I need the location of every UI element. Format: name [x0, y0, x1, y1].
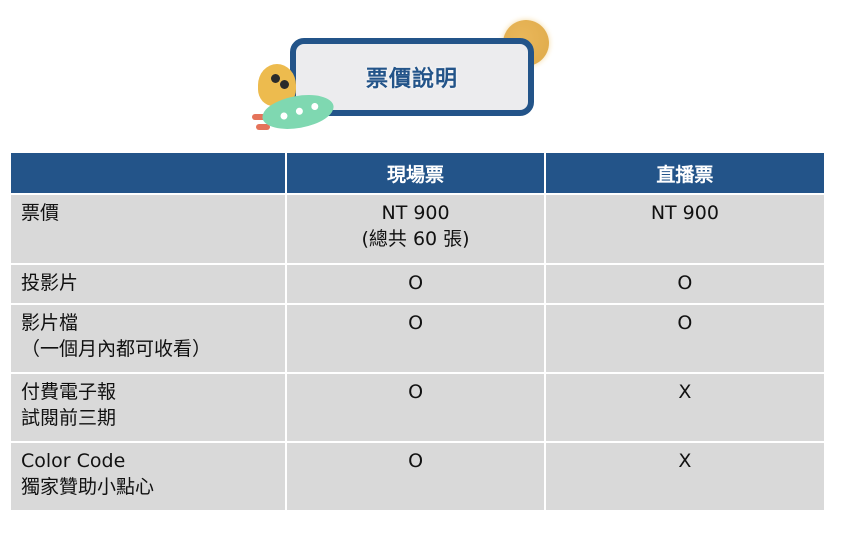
row-label: Color Code 獨家贊助小點心: [11, 443, 286, 510]
live-cell-line: X: [678, 381, 692, 403]
onsite-cell: O: [287, 374, 544, 441]
live-cell: X: [545, 374, 824, 441]
onsite-cell: NT 900 (總共 60 張): [287, 195, 544, 263]
row-label-line: 試閱前三期: [21, 407, 117, 429]
row-label-line: Color Code: [21, 450, 126, 472]
onsite-cell-line: NT 900: [381, 202, 450, 224]
onsite-cell-line: (總共 60 張): [361, 228, 470, 250]
table-row: 票價 NT 900 (總共 60 張) NT 900: [11, 195, 824, 263]
table-row: Color Code 獨家贊助小點心 O X: [11, 443, 824, 510]
onsite-cell-line: O: [408, 272, 424, 294]
table-row: 影片檔 （一個月內都可收看） O O: [11, 305, 824, 372]
onsite-cell-line: O: [408, 450, 424, 472]
row-label: 影片檔 （一個月內都可收看）: [11, 305, 286, 372]
header-empty: [11, 153, 286, 193]
table-row: 付費電子報試閱前三期 O X: [11, 374, 824, 441]
header-onsite-ticket: 現場票: [287, 153, 544, 193]
row-label-line: 影片檔: [21, 312, 79, 334]
onsite-cell: O: [287, 265, 544, 303]
banner-title: 票價說明: [365, 67, 458, 92]
onsite-cell-line: O: [408, 312, 424, 334]
row-label-line: 投影片: [21, 272, 79, 294]
live-cell-line: X: [678, 450, 692, 472]
row-label-line: 獨家贊助小點心: [21, 476, 155, 498]
onsite-cell: O: [287, 305, 544, 372]
onsite-cell-line: O: [408, 381, 424, 403]
row-label-line: 付費電子報: [21, 381, 117, 403]
table-row: 投影片 O O: [11, 265, 824, 303]
live-cell-line: O: [677, 312, 693, 334]
live-cell-line: O: [677, 272, 693, 294]
row-label-line: 票價: [21, 202, 60, 224]
flame-decoration: [252, 114, 266, 120]
live-cell: X: [545, 443, 824, 510]
live-cell-line: NT 900: [650, 202, 719, 224]
live-cell: NT 900: [545, 195, 824, 263]
flame-decoration: [256, 124, 270, 130]
row-label: 付費電子報試閱前三期: [11, 374, 286, 441]
row-label-line: （一個月內都可收看）: [21, 338, 212, 360]
header-live-ticket: 直播票: [545, 153, 824, 193]
ticket-price-table: 現場票 直播票 票價 NT 900 (總共 60 張) NT 900 投影片 O O 影片檔（…: [9, 151, 826, 512]
live-cell: O: [545, 305, 824, 372]
table-header-row: 現場票 直播票: [11, 153, 824, 193]
live-cell: O: [545, 265, 824, 303]
onsite-cell: O: [287, 443, 544, 510]
row-label: 票價: [11, 195, 286, 263]
row-label: 投影片: [11, 265, 286, 303]
